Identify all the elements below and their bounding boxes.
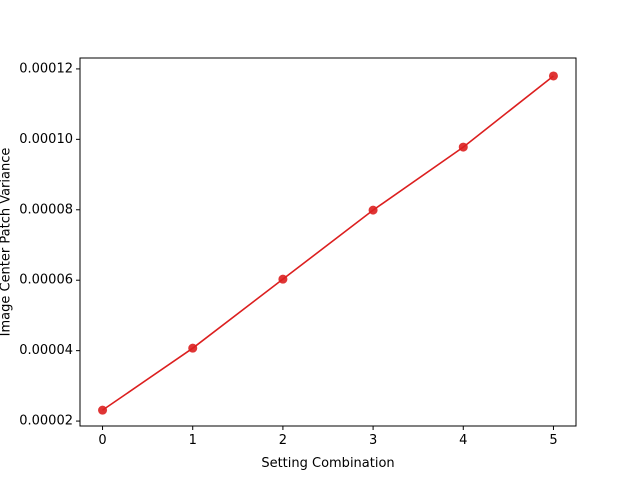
plot-frame [79, 57, 577, 427]
y-tick-label: 0.00008 [19, 202, 73, 217]
x-tick-label: 5 [549, 433, 557, 448]
data-point [278, 274, 288, 284]
y-tick-label: 0.00010 [19, 132, 73, 147]
x-tick-label: 3 [369, 433, 377, 448]
y-axis-label: Image Center Patch Variance [0, 148, 14, 337]
x-tick-label: 0 [98, 433, 106, 448]
data-point [368, 205, 378, 215]
x-axis-label: Setting Combination [261, 456, 394, 471]
data-line [102, 75, 554, 411]
data-point [98, 405, 108, 415]
x-tick-label: 2 [279, 433, 287, 448]
data-point [458, 142, 468, 152]
y-tick-label: 0.00004 [19, 343, 73, 358]
x-tick-label: 4 [459, 433, 467, 448]
x-tick-label: 1 [189, 433, 197, 448]
y-tick-label: 0.00002 [19, 414, 73, 429]
y-tick-label: 0.00012 [19, 61, 73, 76]
data-point [548, 71, 558, 81]
y-tick-label: 0.00006 [19, 273, 73, 288]
data-point [188, 343, 198, 353]
